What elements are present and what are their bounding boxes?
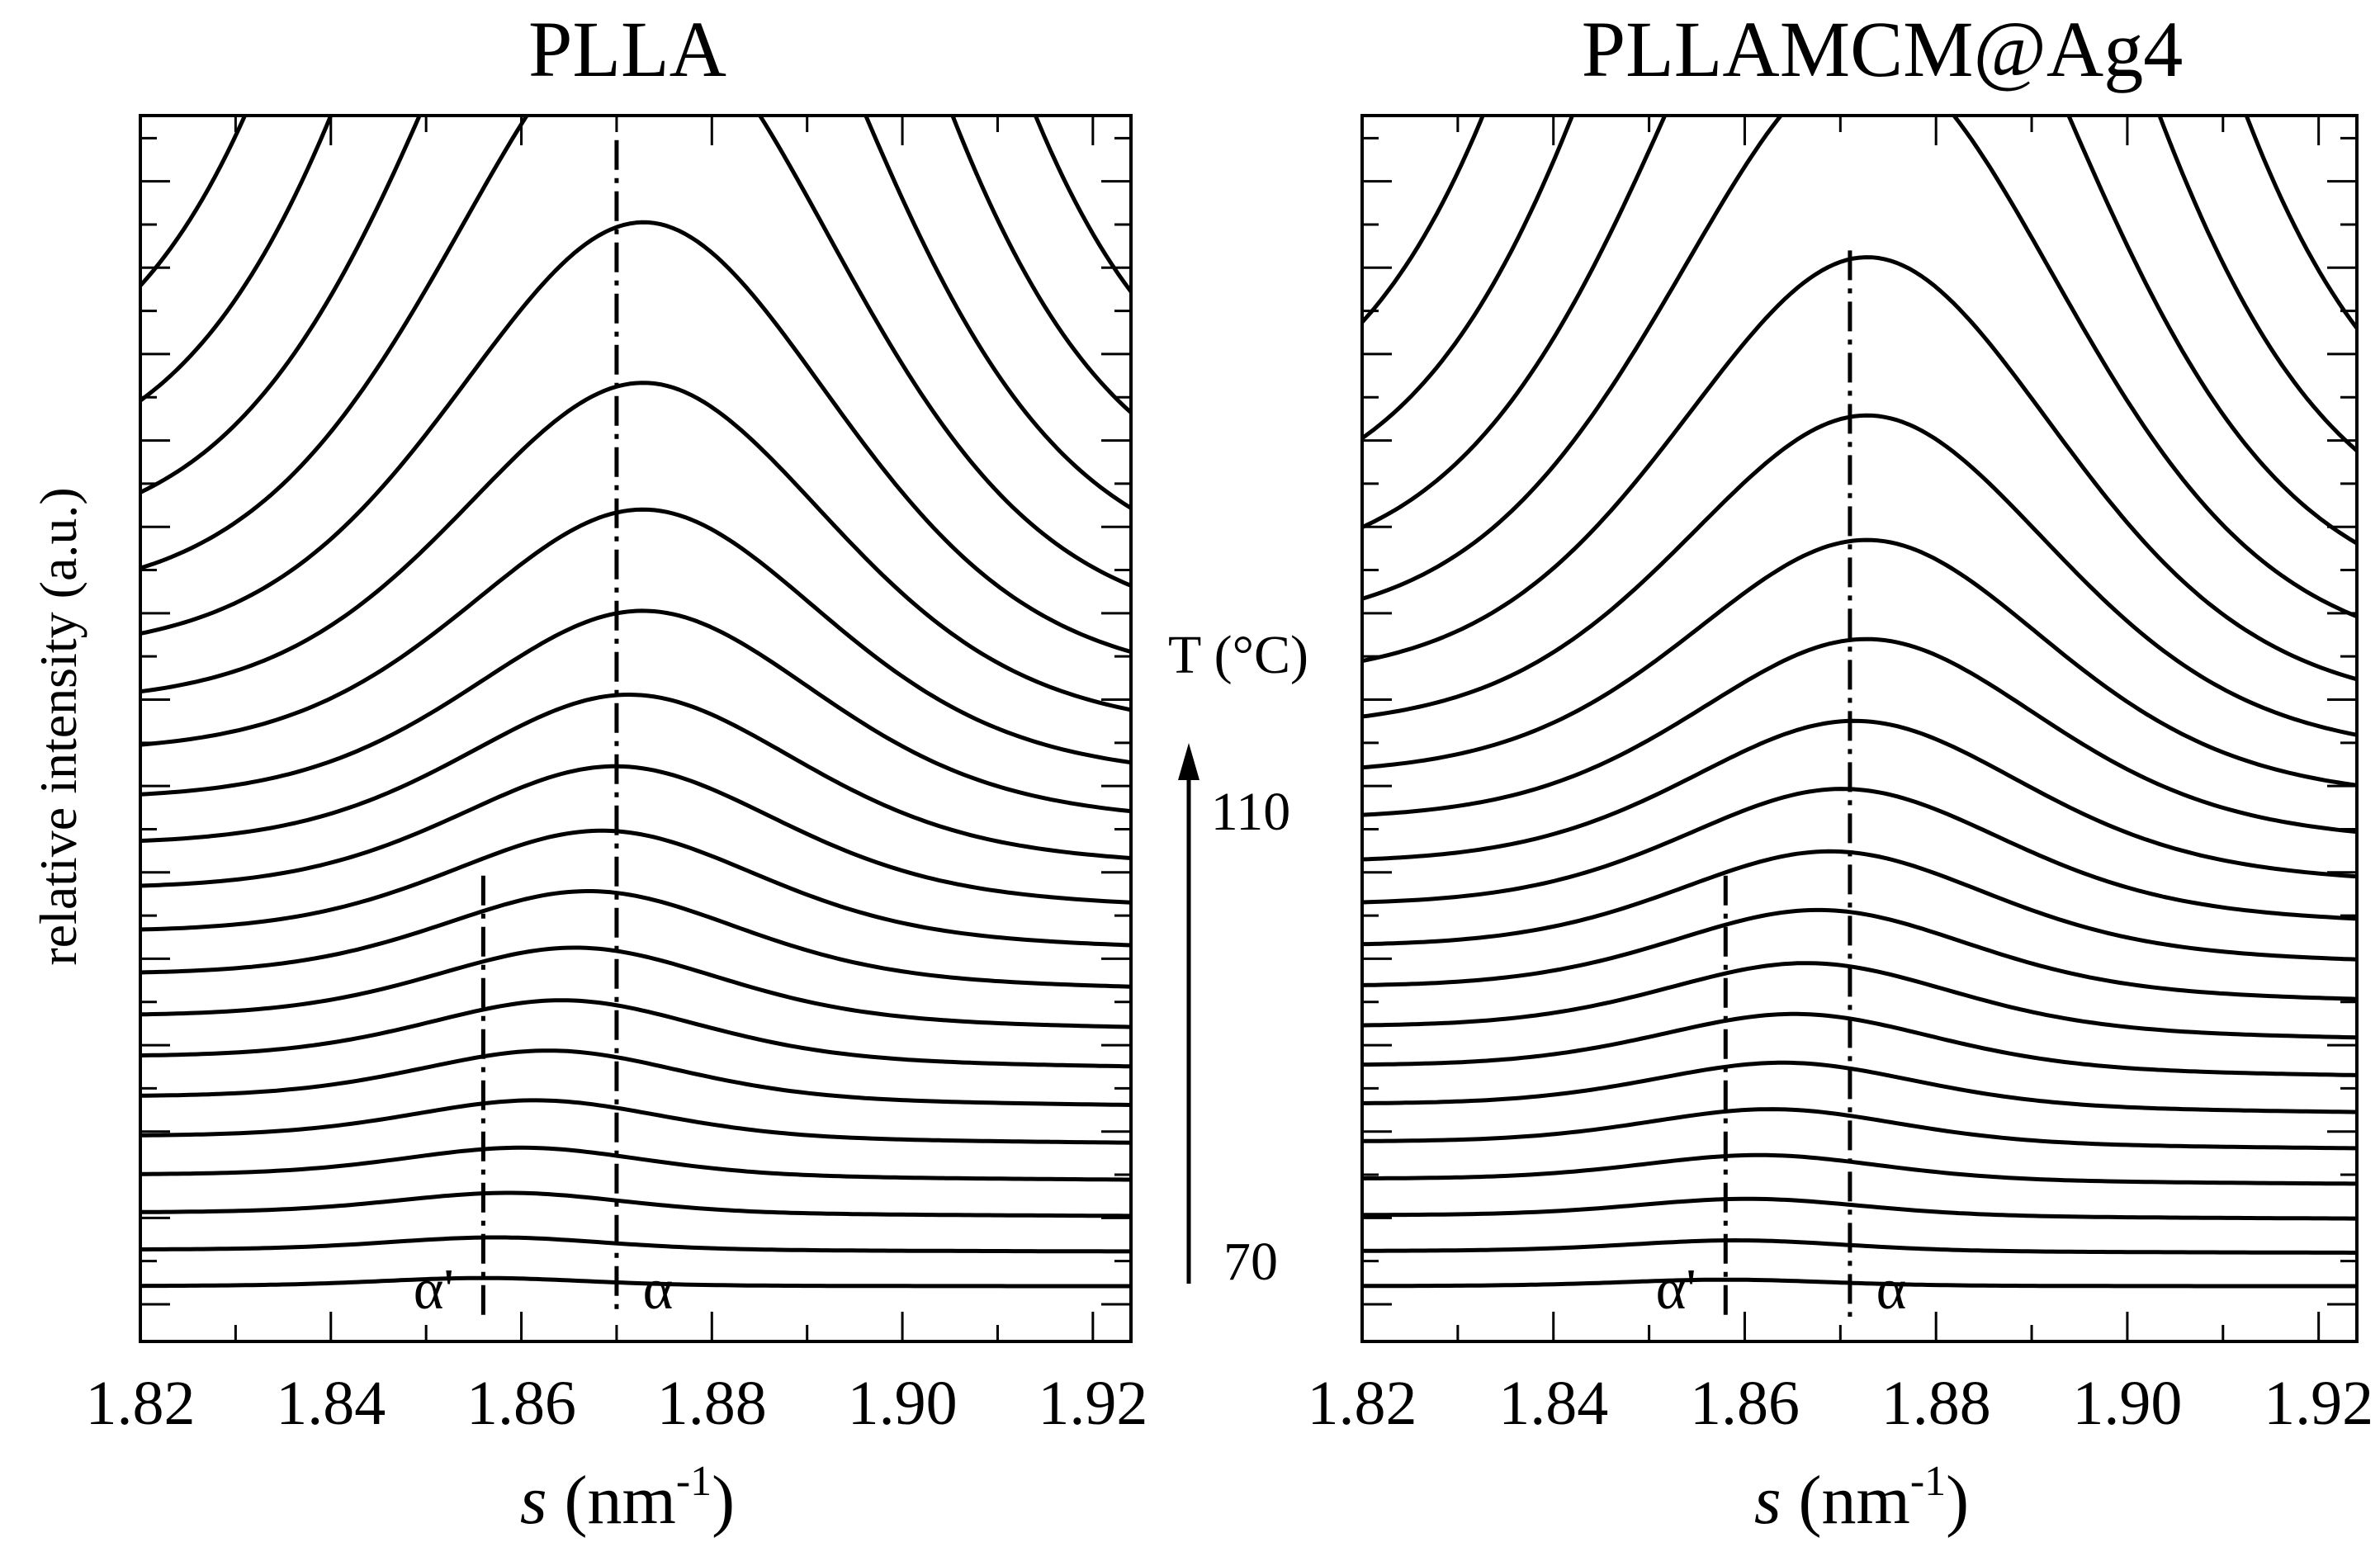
temperature-curve [140,889,1131,989]
temperature-high: 110 [1211,782,1291,842]
curves-pllamcm-ag4 [1362,116,2357,1289]
temperature-curve [140,116,1131,588]
curves-plla [140,116,1131,1289]
temperature-curve [140,1235,1131,1254]
temperature-curve [140,945,1131,1029]
temperature-curve [1362,1107,2357,1151]
highlighted-temperature-curve [140,608,1131,814]
temperature-curve [1362,1060,2357,1114]
arrowhead-icon [1178,743,1199,780]
phase-marker-label: α [643,1258,674,1322]
tick-labels-plla: 1.82 1.84 1.86 1.88 1.90 1.92 [86,1369,1148,1438]
pllamcm-ag4-panel: PLLAMCM@Ag4 α' α 1.82 1.84 1.86 1.88 1.90 1.92… [1308,5,2374,1539]
temperature-label: T (°C) [1168,625,1308,685]
x-tick-label: 1.92 [1038,1369,1147,1438]
temperature-curve [1362,1196,2357,1221]
temperature-curve [1362,116,2357,619]
temperature-curve [140,764,1131,905]
ticks-pllamcm-ag4 [1360,116,2357,1341]
phase-marker-label: α [1876,1258,1907,1322]
phase-marker-label: α' [1656,1258,1696,1322]
panel-title-pllamcm-ag4: PLLAMCM@Ag4 [1582,5,2183,93]
tick-labels-pllamcm-ag4: 1.82 1.84 1.86 1.88 1.90 1.92 [1308,1369,2374,1438]
temperature-low: 70 [1223,1232,1278,1292]
x-tick-label: 1.90 [2072,1369,2182,1438]
ticks-plla [139,116,1131,1341]
highlighted-temperature-curve [1362,718,2357,879]
temperature-curve [140,1048,1131,1107]
temperature-curve [140,116,1131,510]
temperature-curve [140,116,1131,414]
temperature-curve [140,220,1131,654]
x-tick-label: 1.92 [2264,1369,2373,1438]
temperature-curve [1362,787,2357,921]
phase-markers-pllamcm-ag4: α' α [1656,250,1907,1322]
y-axis-label: relative intensity (a.u.) [29,487,88,965]
temperature-indicator: T (°C) 110 70 [1168,625,1308,1292]
temperature-curve [1362,116,2357,546]
temperature-curve [140,693,1131,860]
temperature-curve [1362,116,2357,452]
temperature-curve [1362,636,2357,835]
temperature-curve [140,1145,1131,1182]
x-tick-label: 1.88 [1881,1369,1991,1438]
temperature-curve [140,1190,1131,1218]
temperature-curve [1362,849,2357,962]
temperature-curve [1362,1238,2357,1255]
x-tick-label: 1.82 [86,1369,196,1438]
x-axis-label-pllamcm-ag4: s (nm-1) [1754,1458,1969,1539]
phase-marker-label: α' [414,1258,454,1322]
x-tick-label: 1.84 [276,1369,386,1438]
x-tick-label: 1.82 [1308,1369,1417,1438]
plot-frame-plla [139,114,1133,1343]
temperature-curve [140,1098,1131,1145]
panel-title-plla: PLLA [528,5,726,93]
temperature-curve [140,998,1131,1069]
phase-markers-plla: α' α [414,140,674,1322]
x-tick-label: 1.90 [848,1369,958,1438]
temperature-curve [140,1275,1131,1289]
plot-frame-pllamcm-ag4 [1360,114,2359,1343]
x-tick-label: 1.86 [466,1369,576,1438]
temperature-curve [1362,1152,2357,1186]
x-tick-label: 1.84 [1498,1369,1608,1438]
temperature-curve [1362,255,2357,682]
x-tick-label: 1.88 [657,1369,767,1438]
temperature-curve [1362,413,2357,737]
x-axis-label-plla: s (nm-1) [520,1458,735,1539]
x-tick-label: 1.86 [1690,1369,1800,1438]
temperature-curve [1362,1011,2357,1077]
temperature-curve [1362,1277,2357,1289]
temperature-curve [140,381,1131,712]
plla-panel: PLLA α' α 1.82 1.84 1.86 1.88 1.90 1.92 relati… [29,5,1148,1539]
temperature-curve [1362,537,2357,788]
temperature-curve [140,828,1131,948]
temperature-curve [140,507,1131,765]
temperature-curve [1362,961,2357,1040]
temperature-curve [1362,907,2357,1001]
